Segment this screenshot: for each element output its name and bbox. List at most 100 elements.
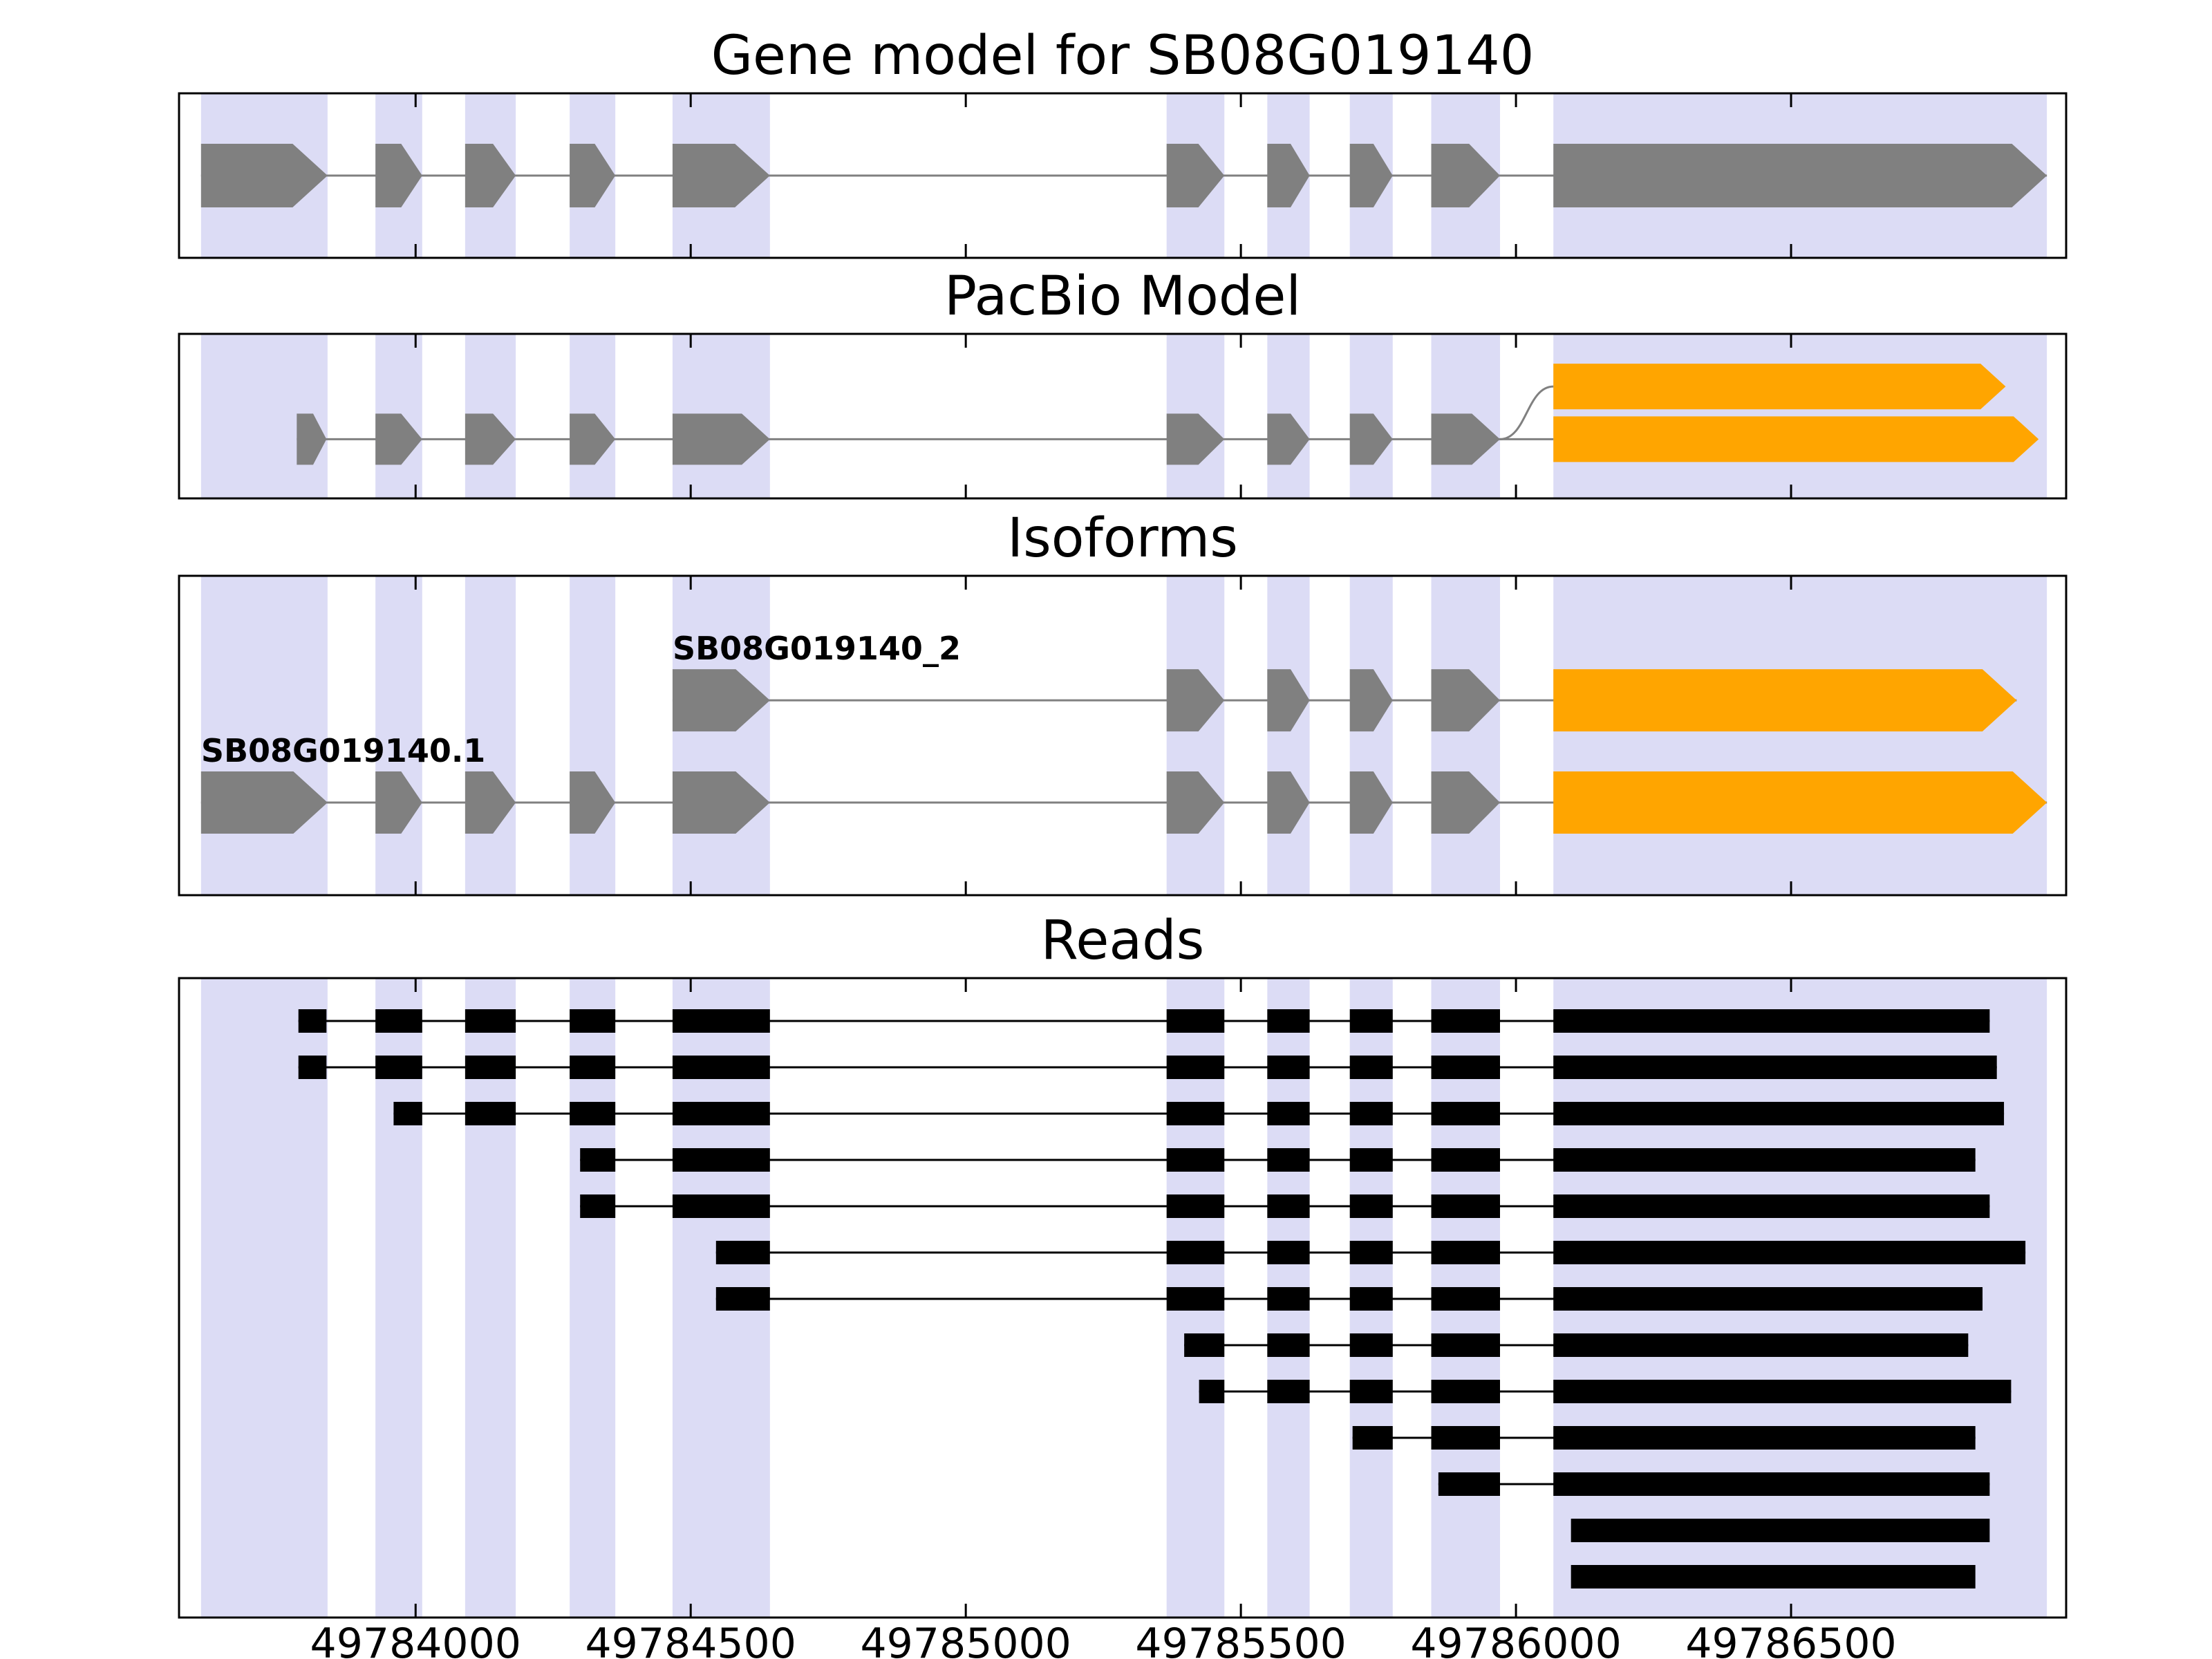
panel-reads bbox=[178, 977, 2068, 1619]
reads-title: Reads bbox=[1041, 910, 1205, 972]
exon bbox=[1267, 413, 1310, 465]
exon bbox=[1267, 144, 1310, 207]
read-exon bbox=[1349, 1102, 1393, 1125]
read-exon bbox=[1267, 1333, 1310, 1357]
read-exon bbox=[1166, 1102, 1225, 1125]
read-exon bbox=[1431, 1194, 1500, 1218]
read-row bbox=[393, 1102, 2005, 1125]
read-exon bbox=[1349, 1380, 1393, 1403]
read-exon bbox=[1352, 1426, 1393, 1450]
read-exon bbox=[1431, 1102, 1500, 1125]
exon bbox=[465, 413, 516, 465]
read-row bbox=[1352, 1426, 1976, 1450]
read-exon bbox=[1553, 1148, 1976, 1172]
read-exon bbox=[1349, 1333, 1393, 1357]
read-exon bbox=[1553, 1472, 1990, 1496]
read-exon bbox=[1553, 1009, 1990, 1033]
x-tick-label: 49785000 bbox=[860, 1620, 1071, 1659]
read-exon bbox=[465, 1056, 516, 1079]
highlight-band bbox=[1431, 576, 1500, 895]
read-row bbox=[1571, 1519, 1990, 1542]
pacbio-model-title: PacBio Model bbox=[944, 265, 1301, 328]
exon bbox=[1349, 771, 1393, 834]
read-exon bbox=[1166, 1009, 1225, 1033]
read-exon bbox=[580, 1194, 616, 1218]
exon bbox=[1267, 669, 1310, 732]
exon bbox=[1553, 144, 2047, 207]
panel-border bbox=[178, 574, 2068, 897]
read-exon bbox=[1166, 1056, 1225, 1079]
exon bbox=[1553, 669, 2017, 732]
read-exon bbox=[1267, 1241, 1310, 1264]
highlight-band bbox=[1553, 576, 2047, 895]
exon bbox=[1349, 669, 1393, 732]
read-exon bbox=[375, 1009, 422, 1033]
read-exon bbox=[1349, 1241, 1393, 1264]
read-exon bbox=[1553, 1426, 1976, 1450]
read-exon bbox=[1349, 1287, 1393, 1311]
read-exon bbox=[1199, 1380, 1225, 1403]
read-exon bbox=[1431, 1148, 1500, 1172]
read-exon bbox=[1431, 1241, 1500, 1264]
read-exon bbox=[1349, 1056, 1393, 1079]
read-row bbox=[1184, 1333, 1969, 1357]
exon bbox=[200, 771, 328, 834]
exon bbox=[465, 771, 516, 834]
read-exon bbox=[715, 1241, 770, 1264]
read-exon bbox=[1553, 1333, 1969, 1357]
read-exon bbox=[1267, 1056, 1310, 1079]
highlight-band bbox=[465, 978, 516, 1618]
exon bbox=[570, 144, 616, 207]
read-exon bbox=[1349, 1009, 1393, 1033]
read-exon bbox=[1267, 1009, 1310, 1033]
read-exon bbox=[1184, 1333, 1225, 1357]
highlight-band bbox=[200, 576, 328, 895]
x-tick-label: 49784500 bbox=[585, 1620, 796, 1659]
read-exon bbox=[1438, 1472, 1500, 1496]
chart-render-root: SB08G019140_2 SB08G019140.1 49784000 497845… bbox=[178, 92, 2068, 1659]
highlight-band bbox=[1166, 576, 1225, 895]
highlight-band bbox=[1553, 334, 2047, 498]
exon bbox=[672, 771, 770, 834]
exon bbox=[1553, 364, 2006, 410]
highlight-band bbox=[465, 576, 516, 895]
read-exon bbox=[1166, 1194, 1225, 1218]
panel-border bbox=[178, 332, 2068, 500]
read-exon bbox=[672, 1194, 770, 1218]
highlight-band bbox=[200, 978, 328, 1618]
read-exon bbox=[1431, 1056, 1500, 1079]
exon bbox=[1166, 413, 1225, 465]
exon bbox=[1166, 771, 1225, 834]
exon bbox=[375, 771, 422, 834]
read-exon bbox=[1431, 1333, 1500, 1357]
read-row bbox=[580, 1148, 1976, 1172]
exon bbox=[1431, 669, 1500, 732]
read-row bbox=[298, 1009, 1990, 1033]
read-exon bbox=[570, 1009, 616, 1033]
read-exon bbox=[672, 1056, 770, 1079]
panel-border bbox=[178, 977, 2068, 1619]
read-exon bbox=[1553, 1241, 2026, 1264]
x-tick-label: 49786500 bbox=[1685, 1620, 1896, 1659]
read-row bbox=[298, 1056, 1997, 1079]
exon bbox=[1431, 771, 1500, 834]
read-exon bbox=[1267, 1148, 1310, 1172]
read-exon bbox=[570, 1056, 616, 1079]
read-exon bbox=[1166, 1241, 1225, 1264]
x-tick-label: 49785500 bbox=[1135, 1620, 1346, 1659]
read-exon bbox=[393, 1102, 422, 1125]
exon bbox=[672, 413, 770, 465]
read-exon bbox=[1267, 1102, 1310, 1125]
exon bbox=[1553, 771, 2047, 834]
read-exon bbox=[1431, 1287, 1500, 1311]
exon bbox=[1166, 144, 1225, 207]
highlight-band bbox=[375, 978, 422, 1618]
x-tick-label: 49784000 bbox=[310, 1620, 521, 1659]
read-exon bbox=[1431, 1380, 1500, 1403]
read-row bbox=[715, 1287, 1983, 1311]
splice-connector bbox=[1499, 385, 1554, 440]
read-exon bbox=[1553, 1287, 1983, 1311]
exon bbox=[672, 669, 770, 732]
exon bbox=[570, 771, 616, 834]
